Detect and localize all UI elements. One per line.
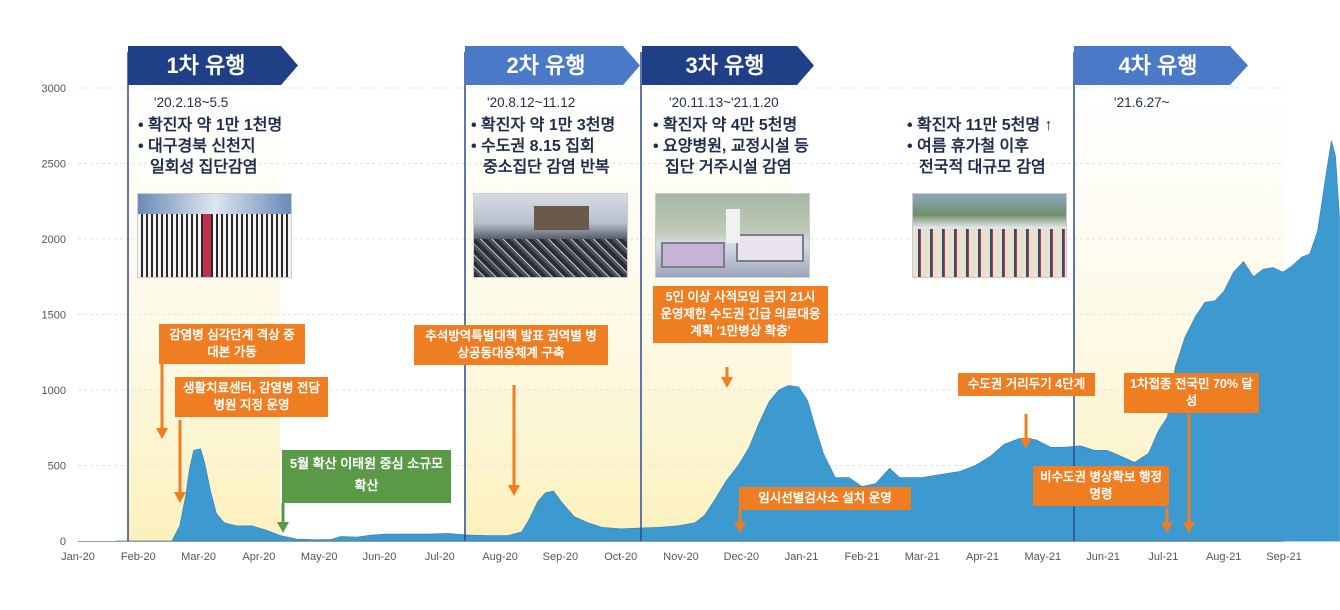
photo-stage bbox=[138, 194, 291, 214]
annotation-screening-clinics: 임시선별검사소 설치 운영 bbox=[739, 487, 911, 510]
cases-area bbox=[115, 140, 1340, 542]
annotation-severe-alert: 감염병 심각단계 격상 중대본 가동 bbox=[159, 324, 305, 364]
arrowhead-a4 bbox=[508, 485, 520, 496]
wave4-line1: • 확진자 11만 5천명 ↑ bbox=[907, 117, 1053, 134]
arrowhead-a9 bbox=[1183, 522, 1195, 533]
wave3-banner bbox=[642, 46, 814, 85]
wave3-line1: • 확진자 약 4만 5천명 bbox=[653, 117, 798, 134]
x-tick-label: Jun-20 bbox=[363, 551, 397, 563]
x-axis-ticks: Jan-20 Feb-20 Mar-20 Apr-20 May-20 Jun-20 Jul-… bbox=[61, 551, 1302, 563]
wave2-info: '20.8.12~11.12 • 확진자 약 1만 3천명 • 수도권 8.15… bbox=[471, 92, 615, 178]
x-tick-label: Jun-21 bbox=[1086, 551, 1120, 563]
x-tick-label: Jul-21 bbox=[1148, 551, 1178, 563]
wave4-banner-label: 4차 유행 bbox=[1118, 53, 1197, 78]
wave1-line1: • 확진자 약 1만 1천명 bbox=[138, 117, 283, 134]
y-tick-label: 1000 bbox=[42, 385, 66, 397]
photo-crowd bbox=[474, 239, 627, 277]
wave3-info: '20.11.13~'21.1.20 • 확진자 약 4만 5천명 • 요양병원… bbox=[653, 92, 809, 178]
wave4-line2: • 여름 휴가철 이후 bbox=[907, 138, 1029, 155]
wave3-banner-label: 3차 유행 bbox=[685, 53, 764, 78]
wave2-period: '20.8.12~11.12 bbox=[487, 95, 576, 110]
arrowhead-a5 bbox=[721, 377, 733, 388]
wave4-info: • 확진자 11만 5천명 ↑ • 여름 휴가철 이후 전국적 대규모 감염 bbox=[907, 115, 1053, 178]
wave1-banner-label: 1차 유행 bbox=[166, 53, 245, 78]
y-axis-ticks: 0 500 1000 1500 2000 2500 3000 bbox=[42, 83, 66, 548]
arrowhead-a3 bbox=[277, 522, 289, 533]
photo-shincheonji-gathering bbox=[137, 193, 292, 278]
arrowhead-a1 bbox=[156, 428, 168, 439]
photo-nursing-hospital bbox=[655, 193, 810, 278]
wave1-banner bbox=[128, 46, 298, 85]
wave-start-lines bbox=[127, 52, 1075, 541]
wave4-period: '21.6.27~ bbox=[1114, 95, 1170, 110]
annotation-arrows-green bbox=[277, 503, 289, 533]
photo-gate bbox=[534, 206, 589, 230]
wave4-period-block: '21.6.27~ bbox=[1098, 92, 1170, 115]
x-tick-label: Sep-20 bbox=[543, 551, 578, 563]
annotation-may-outbreak: 5월 확산 이태원 중심 소규모 확산 bbox=[282, 450, 451, 503]
wave1-line3: 일회성 집단감염 bbox=[150, 159, 258, 176]
annotation-gathering-ban: 5인 이상 사적모임 금지 21시 운영제한 수도권 긴급 의료대응계획 '1만… bbox=[653, 286, 828, 343]
annotation-chuseok-measures: 추석방역특별대책 발표 권역별 병상공동대응체계 구축 bbox=[414, 325, 608, 365]
wave1-line2: • 대구경북 신천지 bbox=[138, 138, 256, 155]
wave3-period: '20.11.13~'21.1.20 bbox=[669, 95, 779, 110]
x-tick-label: Aug-21 bbox=[1206, 551, 1241, 563]
x-tick-label: Jul-20 bbox=[425, 551, 455, 563]
x-tick-label: Dec-20 bbox=[724, 551, 759, 563]
x-tick-label: Sep-21 bbox=[1266, 551, 1301, 563]
x-tick-label: Aug-20 bbox=[482, 551, 517, 563]
photo-aisle bbox=[203, 214, 211, 277]
x-tick-label: Oct-20 bbox=[604, 551, 637, 563]
wave2-banner-label: 2차 유행 bbox=[506, 53, 585, 78]
wave4-banner bbox=[1074, 46, 1248, 85]
wave4-line3: 전국적 대규모 감염 bbox=[919, 159, 1046, 176]
x-tick-label: Jan-20 bbox=[61, 551, 95, 563]
y-tick-label: 2500 bbox=[42, 159, 66, 171]
arrowhead-a2 bbox=[174, 492, 186, 503]
wave1-period: '20.2.18~5.5 bbox=[154, 95, 229, 110]
x-tick-label: May-21 bbox=[1024, 551, 1061, 563]
y-tick-label: 2000 bbox=[42, 234, 66, 246]
x-tick-label: May-20 bbox=[301, 551, 338, 563]
arrowhead-a8 bbox=[1161, 522, 1173, 533]
wave2-line2: • 수도권 8.15 집회 bbox=[471, 138, 595, 155]
annotation-bed-order: 비수도권 병상확보 행정명령 bbox=[1033, 466, 1169, 506]
photo-summer-beach bbox=[912, 193, 1067, 278]
x-tick-label: Feb-20 bbox=[121, 551, 156, 563]
x-tick-label: Apr-20 bbox=[242, 551, 275, 563]
wave3-line3: 집단 거주시설 감염 bbox=[665, 159, 792, 176]
x-tick-label: Jan-21 bbox=[785, 551, 819, 563]
x-tick-label: Apr-21 bbox=[966, 551, 999, 563]
arrowhead-a6 bbox=[734, 522, 746, 533]
y-tick-label: 500 bbox=[48, 461, 66, 473]
wave2-line1: • 확진자 약 1만 3천명 bbox=[471, 117, 616, 134]
x-tick-label: Feb-21 bbox=[844, 551, 879, 563]
photo-bed2 bbox=[736, 234, 804, 262]
photo-protest-rally bbox=[473, 193, 628, 278]
x-tick-label: Nov-20 bbox=[663, 551, 698, 563]
annotation-arrows bbox=[156, 362, 1195, 533]
wave1-info: '20.2.18~5.5 • 확진자 약 1만 1천명 • 대구경북 신천지 일… bbox=[138, 92, 282, 178]
wave2-line3: 중소집단 감염 반복 bbox=[483, 159, 610, 176]
annotation-level4-distancing: 수도권 거리두기 4단계 bbox=[958, 373, 1095, 396]
photo-person bbox=[726, 209, 740, 243]
x-tick-label: Mar-21 bbox=[905, 551, 940, 563]
annotation-treatment-centers: 생활치료센터, 감염병 전담병원 지정 운영 bbox=[175, 377, 328, 417]
arrowhead-a7 bbox=[1020, 438, 1032, 449]
y-tick-label: 1500 bbox=[42, 310, 66, 322]
wave2-banner bbox=[465, 46, 640, 85]
y-tick-label: 0 bbox=[60, 536, 66, 548]
wave-banners: 1차 유행 2차 유행 3차 유행 4차 유행 bbox=[128, 46, 1248, 85]
annotation-vaccination-70: 1차접종 전국민 70% 달성 bbox=[1124, 373, 1259, 413]
photo-beach-crowd bbox=[913, 229, 1066, 277]
x-tick-label: Mar-20 bbox=[181, 551, 216, 563]
photo-bed1 bbox=[661, 242, 725, 268]
y-tick-label: 3000 bbox=[42, 83, 66, 95]
wave3-line2: • 요양병원, 교정시설 등 bbox=[653, 138, 809, 155]
